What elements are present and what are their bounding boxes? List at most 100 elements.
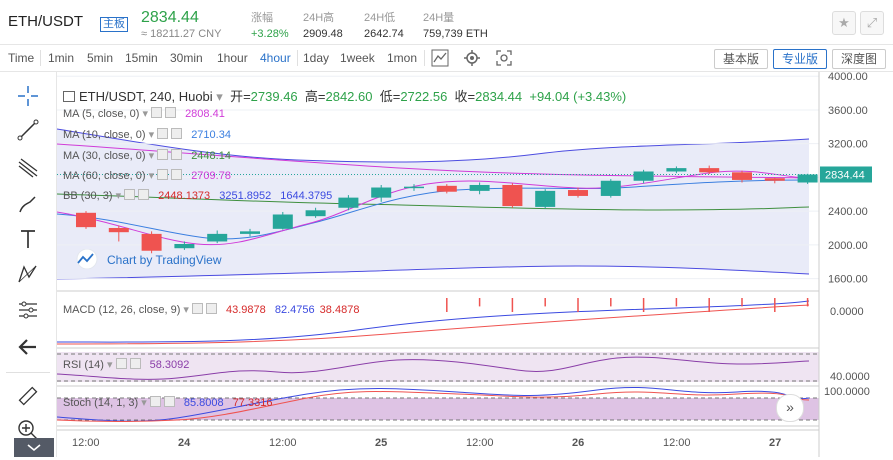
last-price: 2834.44 <box>141 9 199 26</box>
macd-histogram-bar <box>478 298 481 307</box>
candle-body <box>732 172 752 180</box>
stoch-d-line <box>56 391 810 422</box>
macd-line <box>56 300 810 343</box>
stoch-legend[interactable]: Stoch (14, 1, 3) ▾ 85.8008 77.3316 <box>63 396 273 409</box>
view-pro-button[interactable]: 专业版 <box>773 49 827 69</box>
macd-histogram-bar <box>446 298 448 312</box>
tf-time[interactable]: Time <box>8 51 35 65</box>
macd-signal-line <box>56 304 810 345</box>
close-icon[interactable] <box>138 189 150 200</box>
ruler-icon[interactable] <box>16 384 40 408</box>
chevron-down-icon <box>27 444 41 452</box>
macd-histogram-bar <box>610 298 612 307</box>
candle-body <box>404 186 424 189</box>
rsi-label: RSI (14) <box>63 359 104 371</box>
tf-1hour[interactable]: 1hour <box>217 51 248 65</box>
crosshair-icon[interactable] <box>16 84 40 108</box>
scroll-to-realtime-button[interactable]: » <box>776 394 804 422</box>
time-label: 12:00 <box>269 437 297 449</box>
candle-body <box>666 168 687 172</box>
prediction-icon[interactable] <box>16 298 40 322</box>
close-icon[interactable] <box>205 303 217 314</box>
text-icon[interactable] <box>16 227 40 251</box>
tf-1week[interactable]: 1week <box>340 51 375 65</box>
pitchfork-icon[interactable] <box>16 156 40 180</box>
close-icon[interactable] <box>171 128 183 139</box>
tf-1day[interactable]: 1day <box>303 51 330 65</box>
settings-icon[interactable] <box>462 48 482 68</box>
settings-icon[interactable] <box>157 128 169 139</box>
board-badge[interactable]: 主板 <box>100 17 128 32</box>
toolbar-divider <box>40 50 41 66</box>
ma10-legend[interactable]: MA (10, close, 0) ▾ 2710.34 <box>63 128 231 141</box>
tradingview-watermark[interactable]: Chart by TradingView <box>71 248 222 270</box>
rsi-legend[interactable]: RSI (14) ▾ 58.3092 <box>63 358 190 371</box>
settings-icon[interactable] <box>115 358 127 369</box>
low-label: 低= <box>379 89 401 104</box>
tf-30min[interactable]: 30min <box>170 51 203 65</box>
bb-legend[interactable]: BB (30, 3) ▾ 2448.1373 3251.8952 1644.37… <box>63 189 333 202</box>
candle-body <box>108 227 129 233</box>
bb-channel-fill <box>57 129 809 279</box>
time-label: 12:00 <box>466 437 494 449</box>
chart-title: ETH/USDT, 240, Huobi <box>79 89 213 104</box>
ma5-legend[interactable]: MA (5, close, 0) ▾ 2808.41 <box>63 107 225 120</box>
stat-volume: 24H量 759,739 ETH <box>423 9 488 40</box>
candle-body <box>502 184 523 207</box>
macd-legend[interactable]: MACD (12, 26, close, 9) ▾ 43.9878 82.475… <box>63 303 360 316</box>
star-icon[interactable]: ★ <box>832 11 856 35</box>
candle-body <box>699 168 720 173</box>
view-basic-button[interactable]: 基本版 <box>714 49 768 69</box>
settings-icon[interactable] <box>157 149 169 160</box>
close-icon[interactable] <box>165 107 176 118</box>
collapse-toolbar-button[interactable] <box>14 438 54 457</box>
ma10-line <box>56 179 810 240</box>
stoch-axis-label: 100.0000 <box>824 386 870 398</box>
view-depth-button[interactable]: 深度图 <box>832 49 886 69</box>
trend-line-icon[interactable] <box>16 118 40 142</box>
settings-icon[interactable] <box>124 189 136 200</box>
settings-icon[interactable] <box>157 169 169 180</box>
brush-icon[interactable] <box>16 192 40 216</box>
collapse-icon[interactable] <box>63 91 75 102</box>
fullscreen-icon[interactable]: ⤢ <box>860 11 884 35</box>
candlestick-chart[interactable]: 4000.003600.003200.002800.002400.002000.… <box>56 71 893 457</box>
tf-15min[interactable]: 15min <box>125 51 158 65</box>
macd-histogram-bar <box>774 298 776 312</box>
screenshot-icon[interactable] <box>494 48 514 68</box>
price-axis-label: 2000.00 <box>828 240 868 252</box>
candle-body <box>371 187 392 198</box>
candle-body <box>469 184 490 191</box>
candle-body <box>600 180 621 196</box>
tf-4hour[interactable]: 4hour <box>260 51 291 65</box>
back-arrow-icon[interactable] <box>16 335 40 359</box>
time-label: 12:00 <box>663 437 691 449</box>
close-label: 收= <box>454 89 476 104</box>
chart-area[interactable]: 4000.003600.003200.002800.002400.002000.… <box>56 71 893 460</box>
pattern-icon[interactable] <box>16 262 40 286</box>
toolbar-divider <box>6 372 50 373</box>
settings-icon[interactable] <box>149 396 161 407</box>
indicator-icon[interactable] <box>430 48 450 68</box>
ma10-label: MA (10, close, 0) <box>63 129 146 141</box>
stat-change-label: 涨幅 <box>251 12 273 24</box>
stoch-pane <box>56 386 819 422</box>
settings-icon[interactable] <box>191 303 203 314</box>
tf-1mon[interactable]: 1mon <box>387 51 418 65</box>
ma30-legend[interactable]: MA (30, close, 0) ▾ 2448.14 <box>63 149 231 162</box>
tf-5min[interactable]: 5min <box>87 51 114 65</box>
close-icon[interactable] <box>171 169 183 180</box>
time-axis[interactable]: 12:00 24 12:00 25 12:00 26 12:00 27 <box>72 437 781 449</box>
pair-title: ETH/USDT <box>8 13 83 30</box>
close-icon[interactable] <box>129 358 141 369</box>
settings-icon[interactable] <box>151 107 162 118</box>
close-icon[interactable] <box>163 396 175 407</box>
bb-lower-line <box>56 265 810 280</box>
zoom-in-icon[interactable] <box>16 418 40 442</box>
cny-price: ≈ 18211.27 CNY <box>141 28 222 40</box>
tf-1min[interactable]: 1min <box>48 51 75 65</box>
toolbar-divider <box>424 50 425 66</box>
close-value: 2834.44 <box>475 89 523 104</box>
close-icon[interactable] <box>171 149 183 160</box>
ma60-legend[interactable]: MA (60, close, 0) ▾ 2709.78 <box>63 169 231 182</box>
